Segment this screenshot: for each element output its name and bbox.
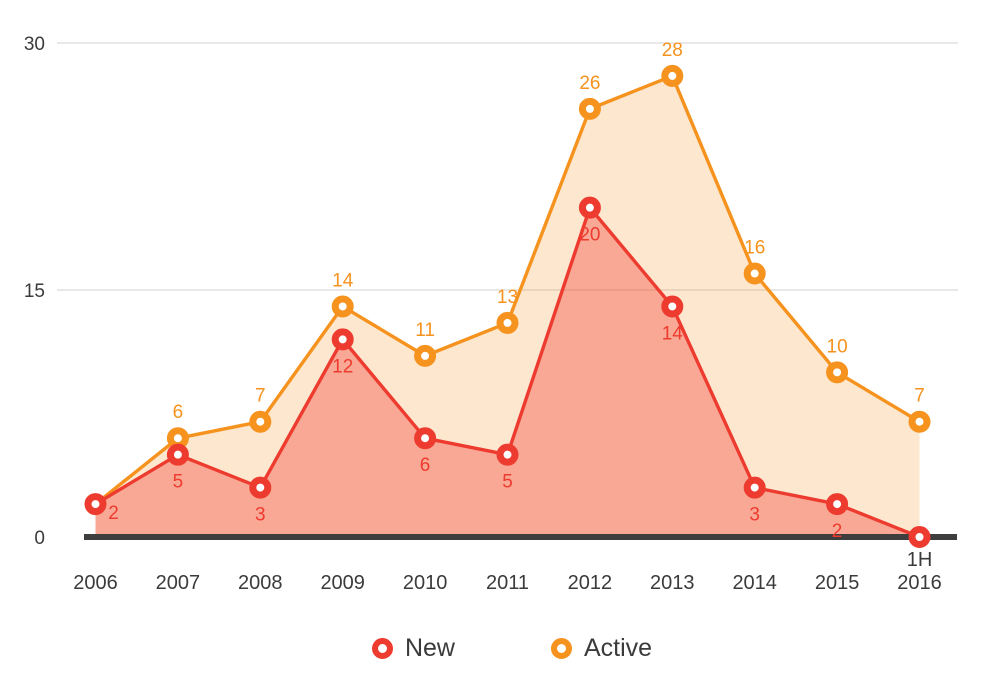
data-point-marker-active-2014 [743, 262, 766, 285]
y-axis-tick-label: 15 [24, 281, 45, 302]
data-point-marker-active-1H-2016 [908, 410, 931, 433]
data-point-label-active-2013: 28 [662, 40, 683, 61]
data-point-marker-new-2011 [496, 443, 519, 466]
x-axis-label-2013: 2013 [650, 572, 695, 594]
legend-item-new: New [371, 634, 455, 662]
data-point-label-new-2012: 20 [579, 225, 600, 246]
data-point-marker-new-2006 [84, 493, 107, 516]
data-point-marker-active-2009 [331, 295, 354, 318]
data-point-label-new-2009: 12 [332, 356, 353, 377]
x-axis-label-2015: 2015 [815, 572, 860, 594]
x-axis-label-2006: 2006 [73, 572, 118, 594]
data-point-label-new-2007: 5 [173, 472, 184, 493]
x-axis-label-1H-2016: 2016 [897, 572, 942, 594]
data-point-marker-active-2008 [249, 410, 272, 433]
legend-label: Active [583, 634, 653, 662]
data-point-label-new-2015: 2 [832, 521, 843, 542]
data-point-marker-new-2014 [743, 476, 766, 499]
y-axis-tick-label: 0 [34, 528, 45, 549]
legend-ring-icon [371, 638, 393, 659]
data-point-marker-new-2009 [331, 328, 354, 351]
series-area-new [95, 207, 920, 537]
data-point-label-new-2011: 5 [502, 472, 513, 493]
data-point-label-active-2011: 13 [497, 287, 518, 308]
data-point-label-new-2014: 3 [749, 505, 760, 526]
data-point-label-active-2008: 7 [255, 386, 266, 407]
x-axis-label-2010: 2010 [403, 572, 448, 594]
data-point-label-active-2014: 16 [744, 238, 765, 259]
x-axis-label-2012: 2012 [568, 572, 613, 594]
data-point-marker-new-2012 [578, 196, 601, 219]
data-point-marker-active-2011 [496, 311, 519, 334]
x-axis-label-2007: 2007 [156, 572, 201, 594]
data-point-marker-active-2013 [661, 64, 684, 87]
data-point-marker-new-2010 [414, 427, 437, 450]
data-point-label-new-2010: 6 [420, 455, 431, 476]
x-axis-label-1H-2016: 1H [907, 549, 933, 571]
data-point-label-active-2015: 10 [827, 336, 848, 357]
data-point-label-active-2009: 14 [332, 270, 354, 291]
data-point-label-new-2006: 2 [108, 503, 119, 524]
x-axis-label-2009: 2009 [320, 572, 365, 594]
y-axis-tick-label: 30 [24, 34, 45, 55]
series-area-active [95, 75, 920, 534]
x-axis-label-2014: 2014 [732, 572, 777, 594]
legend-label: New [404, 634, 455, 662]
data-point-marker-active-2010 [414, 344, 437, 367]
legend-ring-icon [550, 638, 572, 659]
data-point-label-active-2012: 26 [579, 73, 600, 94]
x-axis-label-2008: 2008 [238, 572, 283, 594]
data-point-marker-active-2007 [166, 427, 189, 450]
data-point-marker-new-2007 [166, 443, 189, 466]
legend-item-active: Active [550, 634, 653, 662]
data-point-label-active-2010: 11 [415, 320, 435, 341]
data-point-label-new-2013: 14 [662, 323, 684, 344]
chart-legend: New Active [12, 636, 1000, 661]
data-point-marker-active-2015 [826, 361, 849, 384]
data-point-label-active-1H-2016: 7 [914, 386, 925, 407]
data-point-marker-new-2008 [249, 476, 272, 499]
data-point-marker-new-2015 [826, 493, 849, 516]
data-point-label-active-2007: 6 [173, 402, 184, 423]
data-point-marker-active-2012 [578, 97, 601, 120]
data-point-marker-new-2013 [661, 295, 684, 318]
data-point-label-new-2008: 3 [255, 505, 266, 526]
x-axis-label-2011: 2011 [486, 572, 529, 594]
data-point-marker-new-1H-2016 [908, 526, 931, 548]
